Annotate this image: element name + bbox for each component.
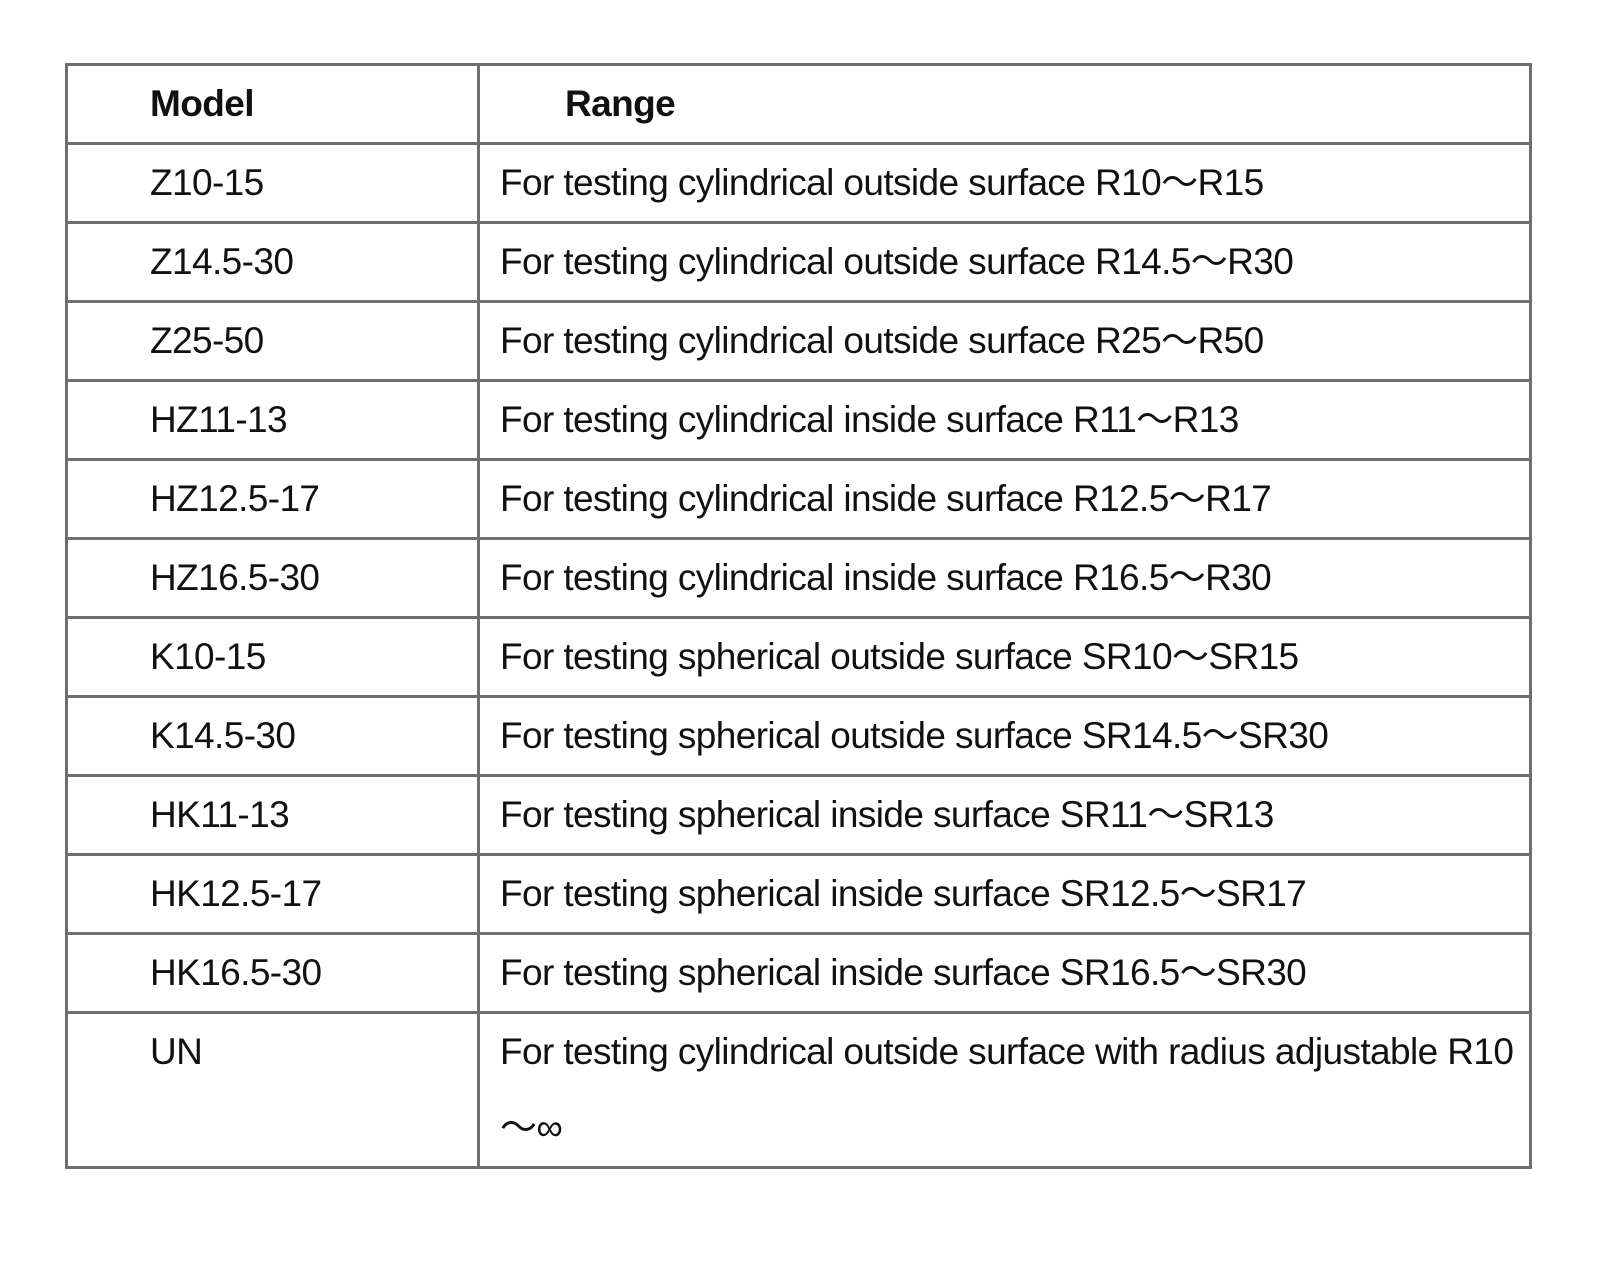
table-row: Z25-50 For testing cylindrical outside su… bbox=[65, 300, 1532, 382]
range-cell: For testing cylindrical inside surface R… bbox=[477, 458, 1532, 540]
table-row: K14.5-30 For testing spherical outside su… bbox=[65, 695, 1532, 777]
range-cell: For testing cylindrical outside surface … bbox=[477, 300, 1532, 382]
table-body: Z10-15 For testing cylindrical outside su… bbox=[65, 142, 1532, 1169]
model-cell: HK11-13 bbox=[65, 774, 480, 856]
model-cell: HZ11-13 bbox=[65, 379, 480, 461]
table-row: HZ12.5-17 For testing cylindrical inside … bbox=[65, 458, 1532, 540]
model-cell: HK12.5-17 bbox=[65, 853, 480, 935]
model-cell: Z25-50 bbox=[65, 300, 480, 382]
table-row: HK12.5-17 For testing spherical inside su… bbox=[65, 853, 1532, 935]
range-cell: For testing cylindrical outside surface … bbox=[477, 221, 1532, 303]
range-cell: For testing spherical outside surface SR… bbox=[477, 616, 1532, 698]
model-cell: HZ12.5-17 bbox=[65, 458, 480, 540]
model-cell: Z10-15 bbox=[65, 142, 480, 224]
model-cell: K14.5-30 bbox=[65, 695, 480, 777]
header-row: Model Range bbox=[65, 63, 1532, 145]
table-row: HZ16.5-30 For testing cylindrical inside … bbox=[65, 537, 1532, 619]
header-cell: Range bbox=[477, 63, 1532, 145]
table-row: HK16.5-30 For testing spherical inside su… bbox=[65, 932, 1532, 1014]
table-row: UN For testing cylindrical outside surfac… bbox=[65, 1011, 1532, 1169]
table-row: HZ11-13 For testing cylindrical inside su… bbox=[65, 379, 1532, 461]
table-row: HK11-13 For testing spherical inside surf… bbox=[65, 774, 1532, 856]
range-cell: For testing spherical inside surface SR1… bbox=[477, 774, 1532, 856]
range-cell: For testing cylindrical inside surface R… bbox=[477, 537, 1532, 619]
model-cell: HZ16.5-30 bbox=[65, 537, 480, 619]
range-cell: For testing cylindrical inside surface R… bbox=[477, 379, 1532, 461]
model-cell: Z14.5-30 bbox=[65, 221, 480, 303]
model-cell: K10-15 bbox=[65, 616, 480, 698]
model-cell: HK16.5-30 bbox=[65, 932, 480, 1014]
table-row: Z10-15 For testing cylindrical outside su… bbox=[65, 142, 1532, 224]
range-cell: For testing cylindrical outside surface … bbox=[477, 142, 1532, 224]
spec-table: Model Range Z10-15 For testing cylindrica… bbox=[65, 63, 1532, 1169]
table-row: K10-15 For testing spherical outside surf… bbox=[65, 616, 1532, 698]
range-cell: For testing spherical inside surface SR1… bbox=[477, 932, 1532, 1014]
range-cell: For testing spherical outside surface SR… bbox=[477, 695, 1532, 777]
header-cell: Model bbox=[65, 63, 480, 145]
model-cell: UN bbox=[65, 1011, 480, 1169]
range-cell: For testing cylindrical outside surface … bbox=[477, 1011, 1532, 1169]
table-row: Z14.5-30 For testing cylindrical outside … bbox=[65, 221, 1532, 303]
range-cell: For testing spherical inside surface SR1… bbox=[477, 853, 1532, 935]
